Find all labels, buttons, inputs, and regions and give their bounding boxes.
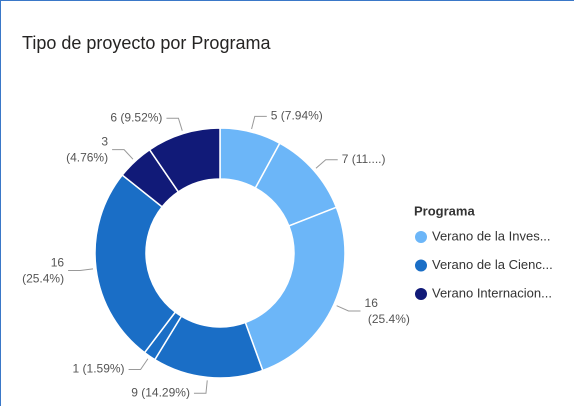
data-label: 9 (14.29%) [131,385,190,399]
leader-line [193,380,208,394]
legend-label: Verano Internacion... [432,285,552,300]
leader-line [166,117,183,131]
leader-line [68,268,94,272]
legend-title: Programa [414,203,475,218]
data-label-line: (4.76%) [63,151,108,165]
legend-marker [415,288,427,300]
data-label-line: (25.4%) [365,312,410,326]
legend-label: Verano de la Cienc... [432,257,553,272]
legend-marker [415,259,427,272]
donut-segment [94,174,177,354]
leader-line [315,159,338,169]
donut-segment [148,127,221,193]
leader-line [112,149,134,160]
donut-segment [244,206,346,372]
data-label: 1 (1.59%) [73,362,125,376]
data-label: 5 (7.94%) [271,109,323,123]
data-label: 6 (9.52%) [110,110,162,124]
data-label: 3 (4.76%) [63,135,109,165]
leader-line [336,305,361,312]
leader-line [251,115,267,130]
data-label-line: 16 [51,256,65,270]
data-label-line: 16 [365,296,379,310]
data-label-line: 3 [101,135,108,149]
legend-label: Verano de la Inves... [432,228,551,243]
legend-marker [415,231,427,243]
data-label-line: (25.4%) [19,272,64,286]
data-label: 16 (25.4%) [19,256,65,286]
data-label: 7 (11....) [342,152,386,166]
leader-line [128,358,149,370]
chart-title: Tipo de proyecto por Programa [22,33,271,53]
data-label: 16 (25.4%) [365,296,410,326]
